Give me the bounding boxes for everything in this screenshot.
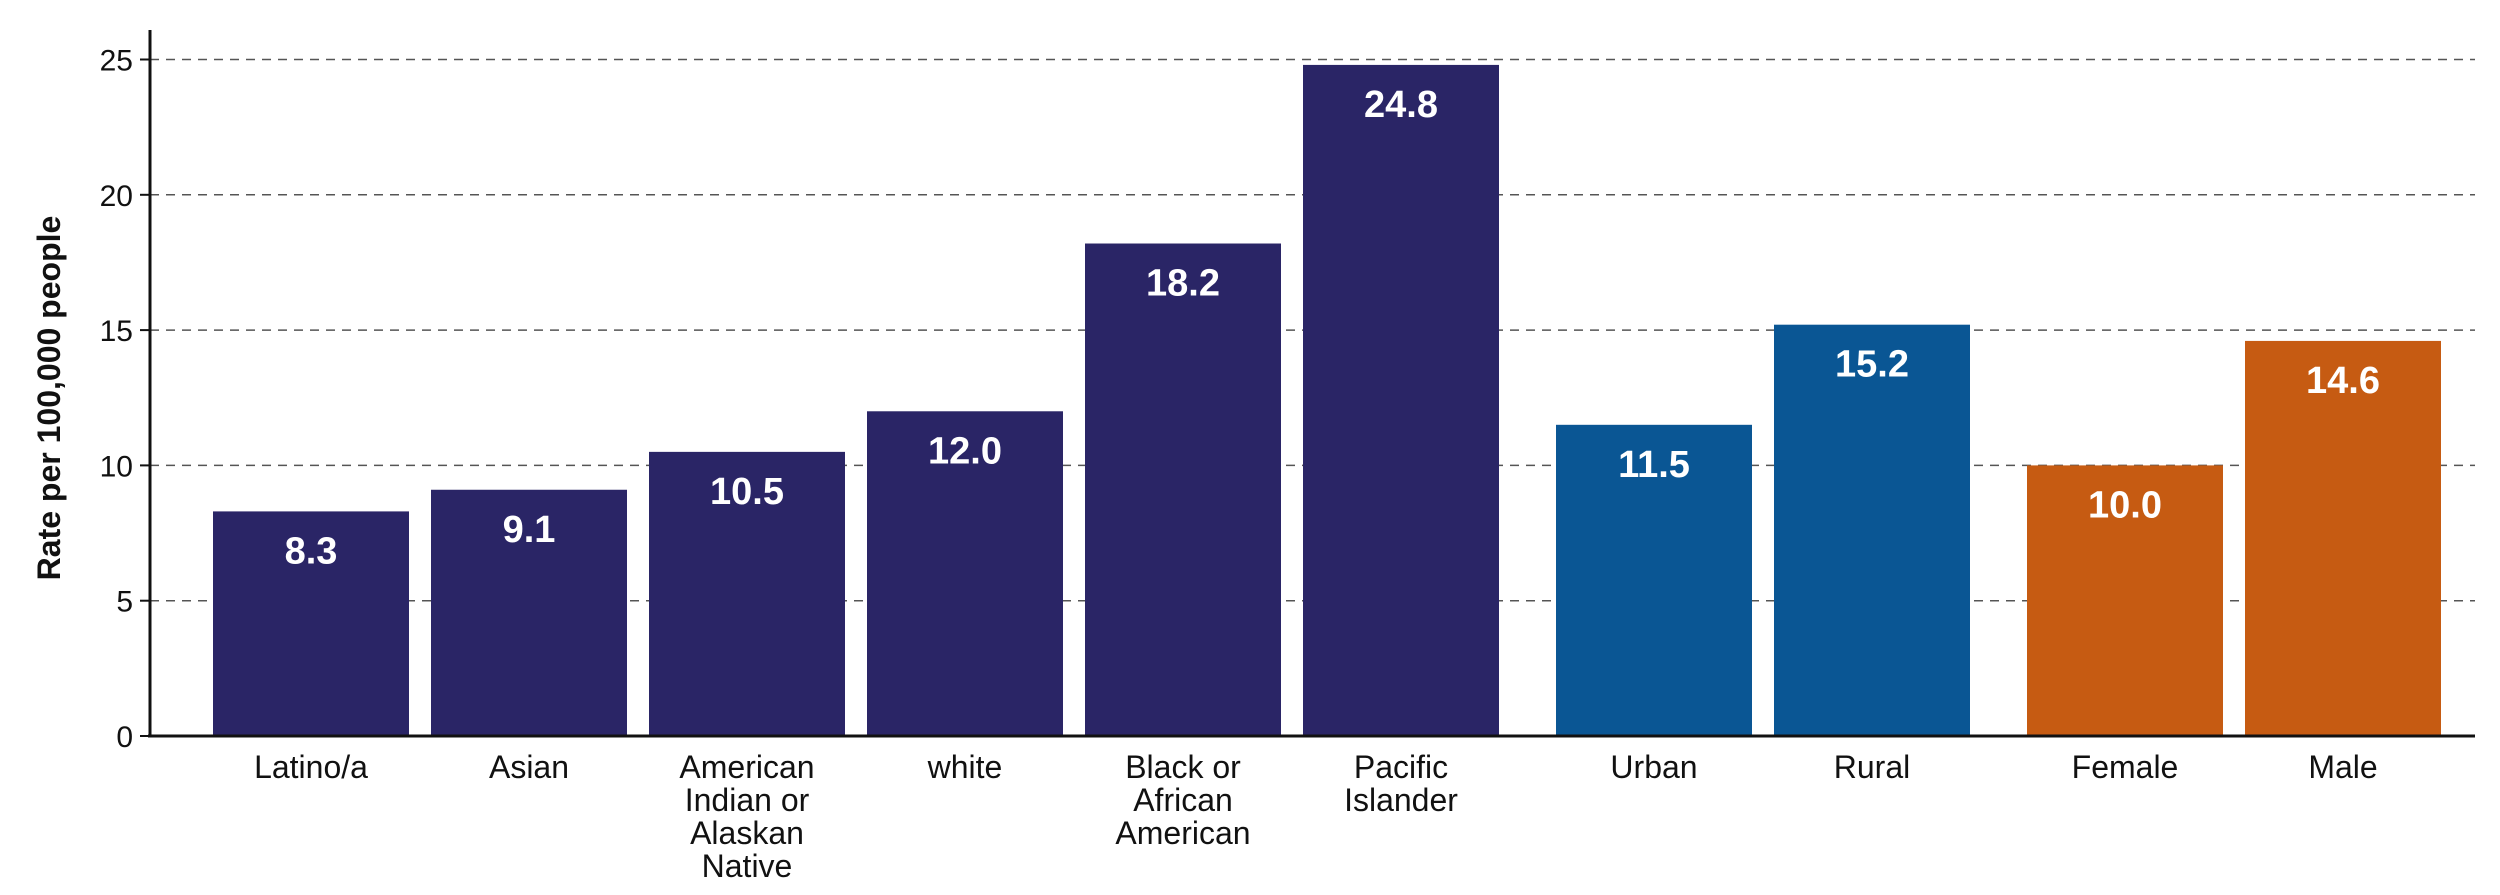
y-tick-label: 5 <box>116 586 133 619</box>
x-tick-label: American Indian or Alaskan Native <box>679 749 814 884</box>
bar <box>1774 324 1970 736</box>
data-label: 8.3 <box>285 530 338 572</box>
data-label: 18.2 <box>1146 263 1220 305</box>
axes <box>148 30 2475 738</box>
bar <box>1085 243 1281 736</box>
x-tick-label: Female <box>2072 749 2179 785</box>
bar <box>2245 340 2441 736</box>
data-label: 15.2 <box>1835 344 1909 386</box>
x-tick-labels: Latino/a Asian American Indian or Alaskan Nat… <box>254 749 2378 884</box>
data-label: 10.5 <box>710 471 784 513</box>
x-tick-label: Pacific Islander <box>1344 749 1458 818</box>
x-tick-label: Latino/a <box>254 749 368 785</box>
x-tick-label: Urban <box>1610 749 1697 785</box>
bar <box>2027 465 2223 736</box>
bar <box>1303 64 1499 737</box>
x-tick-label: Asian <box>489 749 569 785</box>
data-label: 24.8 <box>1364 84 1438 126</box>
bar <box>213 511 409 736</box>
data-label: 12.0 <box>928 430 1002 472</box>
y-tick-label: 0 <box>116 721 133 754</box>
x-tick-label: Rural <box>1834 749 1910 785</box>
x-tick-label: white <box>927 749 1003 785</box>
x-tick-label: Black or African American <box>1115 749 1250 851</box>
data-label: 14.6 <box>2306 360 2380 402</box>
bar <box>649 451 845 736</box>
data-label: 9.1 <box>503 509 556 551</box>
bars: 8.3 9.1 10.5 12.0 18.2 24.8 11.5 15.2 10.0 14.6 <box>213 64 2441 737</box>
y-axis-label: Rate per 100,000 people <box>31 216 67 581</box>
bar <box>431 489 627 736</box>
y-tick-label: 15 <box>100 315 133 348</box>
y-tick-label: 25 <box>100 45 133 78</box>
y-tick-label: 10 <box>100 450 133 483</box>
x-tick-label: Male <box>2308 749 2377 785</box>
bar <box>1556 424 1752 736</box>
y-tick-label: 20 <box>100 180 133 213</box>
data-label: 10.0 <box>2088 484 2162 526</box>
y-tick-labels: 0 5 10 15 20 25 <box>100 45 150 754</box>
bar <box>867 411 1063 736</box>
data-label: 11.5 <box>1618 444 1690 486</box>
